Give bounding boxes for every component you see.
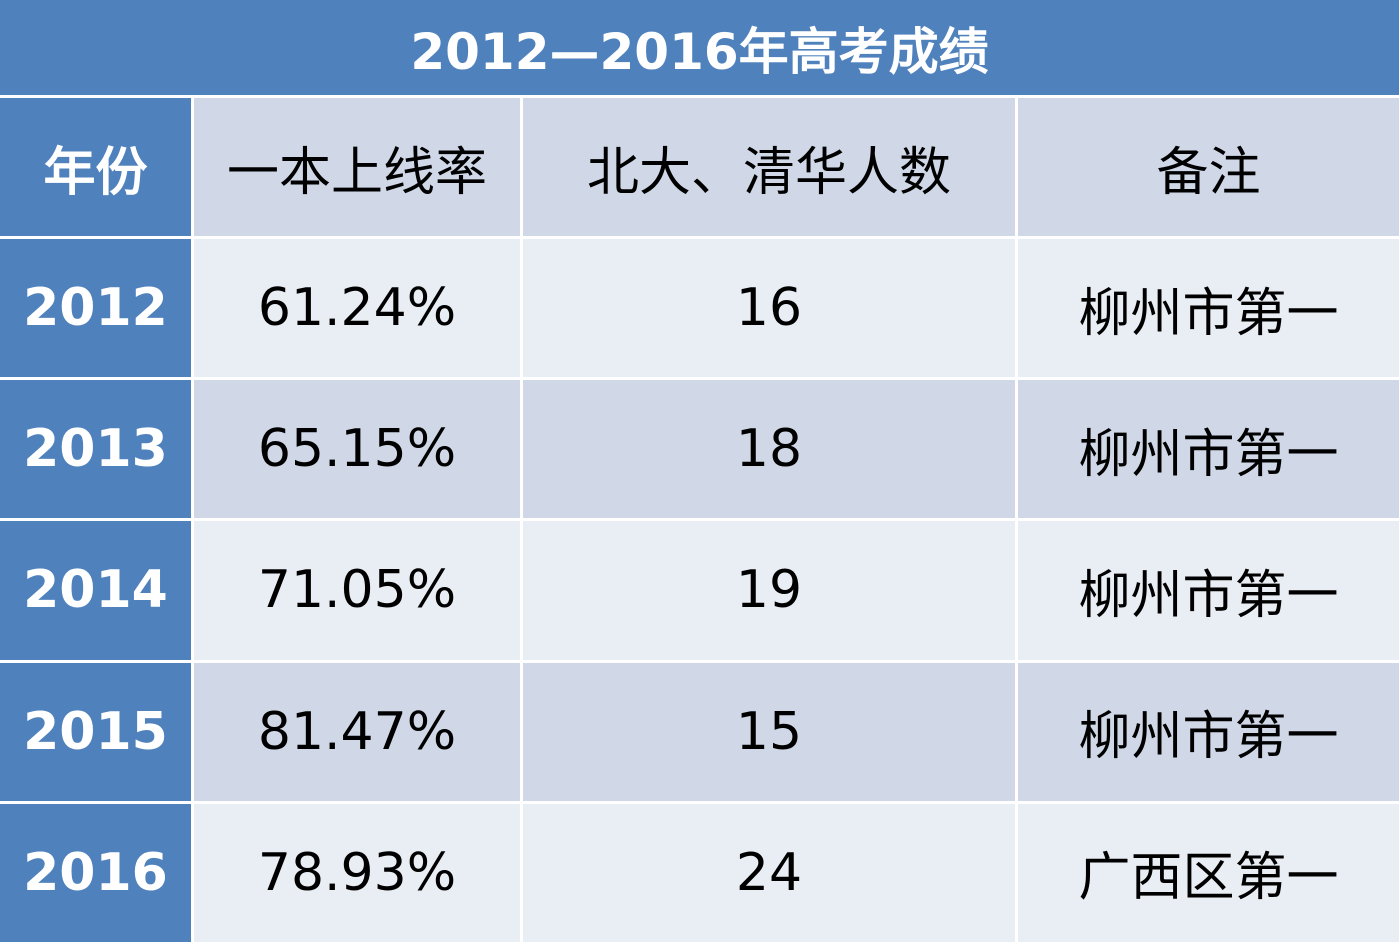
table-cell: 65.15% — [194, 380, 520, 519]
header-cell: 一本上线率 — [194, 98, 520, 236]
table-cell: 广西区第一 — [1018, 803, 1399, 942]
table-title: 2012—2016年高考成绩 — [0, 0, 1399, 95]
table-cell: 柳州市第一 — [1018, 521, 1399, 660]
table-cell: 24 — [523, 803, 1015, 942]
table-cell: 61.24% — [194, 239, 520, 378]
table-cell: 18 — [523, 380, 1015, 519]
header-cell: 年份 — [0, 98, 191, 236]
table-cell: 2013 — [0, 380, 191, 519]
table-cell: 2012 — [0, 239, 191, 378]
table-cell: 柳州市第一 — [1018, 380, 1399, 519]
table-cell: 19 — [523, 521, 1015, 660]
header-cell: 备注 — [1018, 98, 1399, 236]
table-cell: 2015 — [0, 662, 191, 801]
table-cell: 81.47% — [194, 662, 520, 801]
table-cell: 2016 — [0, 803, 191, 942]
table-cell: 柳州市第一 — [1018, 239, 1399, 378]
table-cell: 15 — [523, 662, 1015, 801]
table-cell: 2014 — [0, 521, 191, 660]
table-cell: 柳州市第一 — [1018, 662, 1399, 801]
header-cell: 北大、清华人数 — [523, 98, 1015, 236]
table-cell: 78.93% — [194, 803, 520, 942]
table-cell: 71.05% — [194, 521, 520, 660]
table-cell: 16 — [523, 239, 1015, 378]
